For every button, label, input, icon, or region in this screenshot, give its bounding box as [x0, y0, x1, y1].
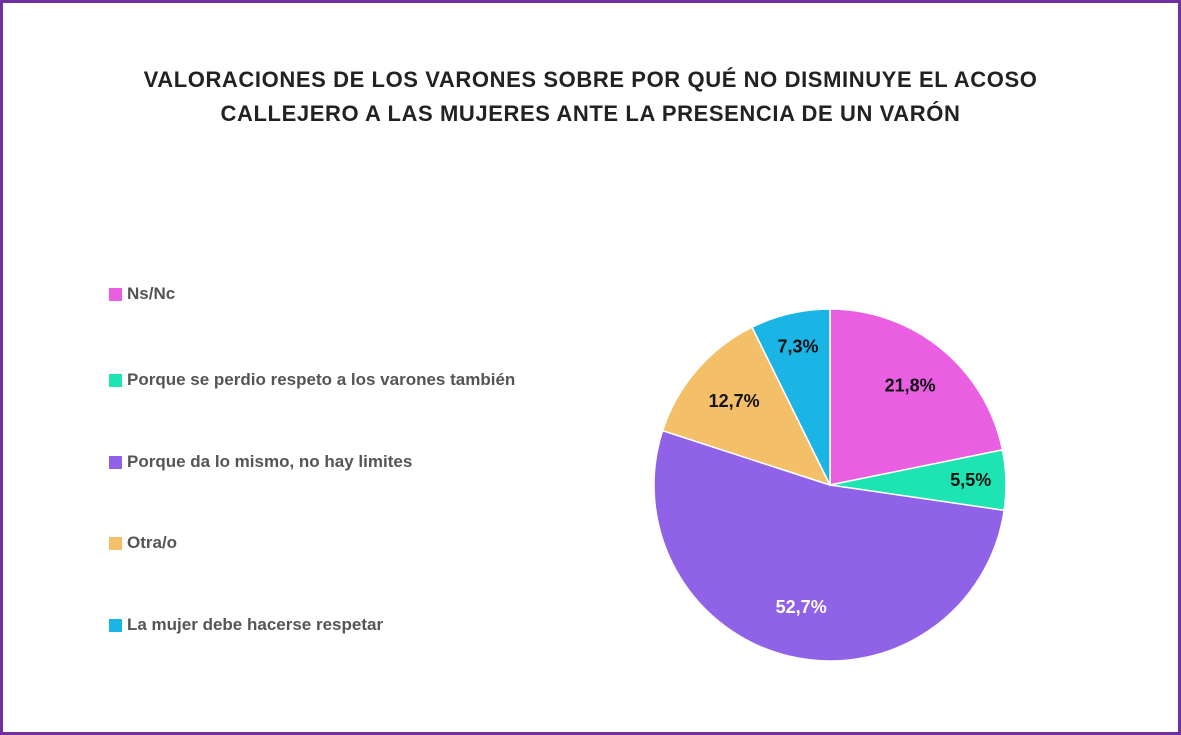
pie-area: 21,8% 5,5% 52,7% 12,7% 7,3% [653, 308, 1007, 662]
legend-label: Otra/o [127, 533, 178, 552]
legend-label: Ns/Nc [127, 284, 176, 303]
legend-item: Porque se perdio respeto a los varones t… [109, 367, 549, 393]
pie-slice [653, 429, 1006, 662]
legend-label: Porque se perdio respeto a los varones t… [127, 370, 516, 389]
legend-item: Porque da lo mismo, no hay limites [109, 449, 549, 475]
pie-slice [661, 326, 832, 487]
data-label: 5,5% [950, 470, 991, 490]
legend-item: Ns/Nc [109, 281, 549, 307]
legend-item: La mujer debe hacerse respetar [109, 612, 549, 638]
legend-swatch [109, 456, 122, 469]
legend-swatch [109, 619, 122, 632]
pie-slice [751, 308, 831, 486]
data-label: 21,8% [885, 376, 936, 396]
legend-item: Otra/o [109, 530, 549, 556]
chart-title: VALORACIONES DE LOS VARONES SOBRE POR QU… [143, 67, 1038, 126]
legend-label: Porque da lo mismo, no hay limites [127, 452, 413, 471]
data-label: 12,7% [709, 391, 760, 411]
legend-label: La mujer debe hacerse respetar [127, 615, 384, 634]
legend-swatch [109, 537, 122, 550]
data-label: 7,3% [777, 337, 818, 357]
data-label: 52,7% [776, 597, 827, 617]
pie-slice [829, 308, 1004, 486]
legend-swatch [109, 374, 122, 387]
legend-swatch [109, 288, 122, 301]
